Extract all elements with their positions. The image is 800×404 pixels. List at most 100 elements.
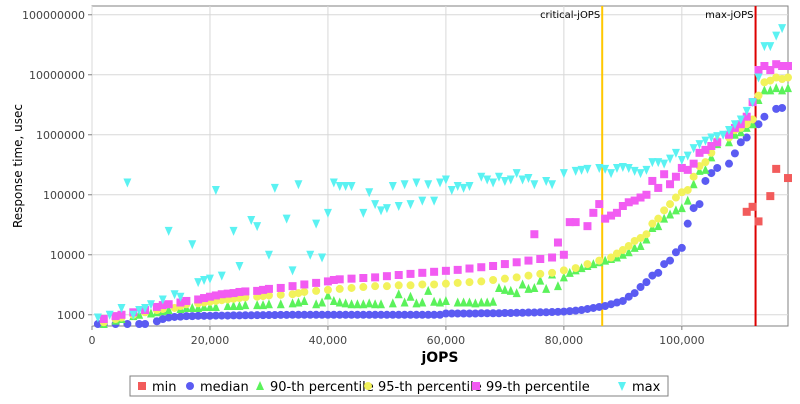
data-point (548, 268, 557, 277)
data-point (300, 295, 309, 305)
data-point (436, 297, 444, 307)
data-point (530, 230, 539, 239)
data-point (524, 271, 533, 280)
data-point (406, 281, 415, 290)
data-point (465, 264, 474, 273)
data-point (282, 214, 291, 224)
data-point (500, 284, 509, 294)
data-point (754, 91, 763, 100)
data-point (200, 294, 209, 303)
data-point (666, 154, 675, 164)
data-point (453, 278, 462, 287)
data-point (489, 275, 498, 284)
data-point (642, 278, 651, 287)
data-point (689, 172, 698, 181)
data-point (636, 283, 645, 292)
data-point (447, 186, 456, 196)
data-point (170, 312, 179, 321)
data-point (382, 282, 391, 291)
data-point (559, 307, 568, 316)
data-point (288, 310, 297, 319)
data-point (683, 165, 692, 174)
data-point (548, 308, 557, 317)
data-point (754, 66, 763, 75)
data-point (772, 164, 781, 173)
data-point (612, 208, 621, 217)
data-point (347, 310, 356, 319)
x-axis-label: jOPS (420, 350, 458, 366)
data-point (412, 178, 421, 188)
data-point (300, 287, 309, 296)
data-point (778, 103, 787, 112)
data-point (229, 311, 238, 320)
data-point (382, 310, 391, 319)
legend: min median 90-th percentile 95-th percentil… (129, 375, 669, 397)
data-point (512, 288, 521, 298)
data-point (766, 42, 775, 52)
data-point (217, 271, 226, 281)
data-point (671, 193, 680, 202)
data-point (400, 297, 409, 307)
data-point (371, 282, 380, 291)
data-point (766, 76, 775, 85)
data-point (772, 31, 781, 41)
data-point (318, 310, 327, 319)
data-point (754, 73, 763, 83)
data-point (117, 310, 126, 319)
data-point (241, 287, 250, 296)
data-point (677, 163, 686, 172)
data-point (701, 176, 710, 185)
data-point (707, 141, 716, 150)
data-point (170, 290, 179, 300)
data-point (424, 310, 433, 319)
data-point (565, 267, 574, 277)
data-point (270, 311, 279, 320)
legend-swatch (186, 382, 194, 390)
data-point (259, 300, 268, 310)
data-point (347, 283, 356, 292)
data-point (229, 301, 238, 311)
data-point (424, 180, 433, 190)
data-point (666, 200, 675, 209)
data-point (294, 180, 303, 190)
data-point (784, 174, 792, 183)
data-point (436, 178, 444, 188)
axes: 0 20,000 40,000 60,000 80,000 100,000 1000 1000… (22, 9, 705, 347)
data-point (152, 302, 161, 311)
legend-box (129, 375, 669, 397)
data-point (760, 112, 769, 121)
data-point (571, 218, 580, 227)
legend-label: 99-th percentile (486, 380, 590, 395)
data-point (784, 73, 792, 82)
data-point (394, 289, 403, 299)
y-tick-label: 10000 (50, 249, 85, 262)
data-point (400, 310, 409, 319)
data-point (648, 158, 657, 168)
data-point (253, 300, 262, 310)
data-point (412, 298, 421, 308)
data-point (589, 259, 598, 269)
data-point (595, 200, 604, 209)
series-min (742, 164, 792, 226)
data-point (701, 164, 710, 174)
data-point (536, 275, 545, 285)
data-point (418, 196, 427, 206)
data-point (530, 308, 539, 317)
x-tick-label: 60,000 (427, 334, 466, 347)
data-point (760, 85, 769, 95)
data-point (754, 217, 763, 226)
data-point (500, 274, 509, 283)
data-point (259, 285, 268, 294)
data-point (713, 132, 722, 142)
data-point (229, 226, 238, 236)
data-point (241, 311, 250, 320)
data-point (406, 269, 415, 278)
data-point (671, 172, 680, 181)
data-point (583, 222, 592, 231)
y-tick-label: 100000 (43, 189, 85, 202)
data-point (772, 83, 781, 93)
data-point (394, 271, 403, 280)
legend-swatch (472, 382, 480, 390)
data-point (654, 221, 663, 231)
x-tick-label: 20,000 (191, 334, 230, 347)
